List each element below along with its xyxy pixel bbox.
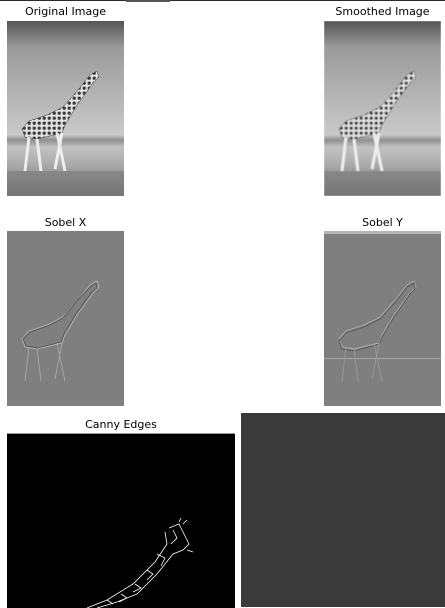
canny-edges-image [7, 433, 235, 608]
smoothed-image [324, 21, 441, 196]
sobel-x-image [7, 231, 124, 406]
canny-edges-title: Canny Edges [85, 418, 157, 431]
empty-subplot [241, 413, 445, 607]
toolbar-remnant [126, 0, 170, 2]
original-image [7, 21, 124, 196]
smoothed-image-title: Smoothed Image [335, 5, 430, 18]
sobel-y-title: Sobel Y [362, 216, 403, 229]
window-top-border [0, 0, 445, 1]
sobel-y-image [324, 231, 441, 406]
sobel-x-title: Sobel X [44, 216, 87, 229]
original-image-title: Original Image [25, 5, 106, 18]
